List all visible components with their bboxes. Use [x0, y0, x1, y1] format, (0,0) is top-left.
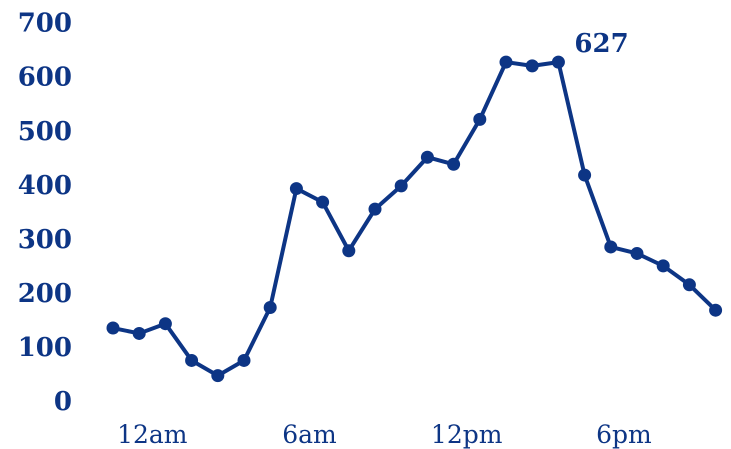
y-tick-label: 200	[18, 279, 72, 309]
data-point	[237, 353, 251, 367]
data-point	[578, 168, 592, 182]
data-point	[709, 303, 723, 317]
data-point	[420, 150, 434, 164]
y-tick-label: 700	[18, 9, 72, 39]
data-label-group: 627	[574, 29, 628, 59]
data-label: 627	[574, 29, 628, 59]
data-point	[289, 182, 303, 196]
data-point	[656, 259, 670, 273]
data-point	[263, 300, 277, 314]
y-tick-label: 300	[18, 225, 72, 255]
data-point	[394, 179, 408, 193]
data-point	[158, 317, 172, 331]
data-point	[682, 278, 696, 292]
data-point	[316, 195, 330, 209]
y-tick-label: 600	[18, 63, 72, 93]
data-point	[368, 202, 382, 216]
data-point	[447, 157, 461, 171]
data-point	[551, 55, 565, 69]
data-point	[106, 321, 120, 335]
data-point	[604, 240, 618, 254]
data-point	[630, 246, 644, 260]
series-line	[111, 60, 718, 378]
data-point	[185, 353, 199, 367]
y-tick-label: 500	[18, 117, 72, 147]
y-tick-label: 0	[54, 387, 72, 417]
y-tick-label: 100	[18, 333, 72, 363]
data-point	[132, 326, 146, 340]
x-tick-label: 12pm	[431, 420, 503, 449]
series-line-group	[106, 55, 723, 383]
x-tick-label: 6am	[282, 420, 337, 449]
data-point	[342, 244, 356, 258]
y-tick-label: 400	[18, 171, 72, 201]
data-point	[211, 369, 225, 383]
data-point	[473, 112, 487, 126]
x-axis: 12am 6am 12pm 6pm	[117, 420, 652, 449]
x-tick-label: 12am	[117, 420, 188, 449]
data-point	[499, 55, 513, 69]
x-tick-label: 6pm	[596, 420, 652, 449]
data-point	[525, 59, 539, 73]
y-axis: 0 100 200 300 400 500 600 700	[18, 9, 72, 417]
